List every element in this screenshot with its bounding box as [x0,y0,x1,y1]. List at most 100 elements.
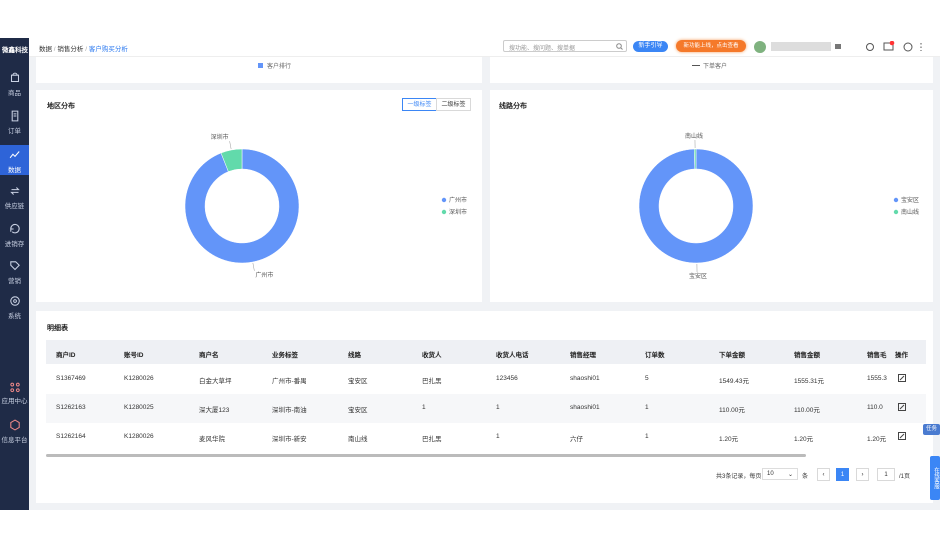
icon-shape [9,187,20,195]
search-icon [616,43,623,50]
legend-marker [258,63,263,68]
table-cell: 麦风华院 [199,436,225,443]
page-unit: 条 [802,474,809,480]
nav-item[interactable]: 营销 [0,256,29,286]
table-cell: shaoshi01 [570,404,600,411]
table-cell: 110.00元 [719,407,745,414]
column-header: 线路 [348,352,361,359]
nav-item[interactable]: 应用中心 [0,376,29,406]
edit-icon[interactable] [898,374,906,382]
row-stripe [46,394,926,423]
table-cell: 1.20元 [867,436,887,443]
crumb[interactable]: 销售分析 [57,46,84,53]
table-cell: 1555.3 [867,375,887,382]
table-cell: K1280025 [124,404,154,411]
crumb[interactable]: 数据 [39,46,52,53]
nav-item[interactable]: 数据 [0,145,29,175]
legend-label: 下单客户 [703,64,728,70]
page-button[interactable]: 1 [836,468,849,481]
edit-icon[interactable] [898,403,906,411]
icon-shape [899,375,905,381]
legend-marker [441,209,447,215]
page-size: 10 [767,471,774,477]
card: 下单客户 [490,57,933,83]
table-cell: 110.00元 [794,407,820,414]
page-size-select[interactable]: 10 ⌄ [762,468,798,480]
table-cell: S1262164 [56,433,86,440]
table-title: 明细表 [47,325,68,332]
icon-shape [9,151,20,159]
table-cell: S1262163 [56,404,86,411]
donut-slice [184,148,300,264]
news-button[interactable]: 新功能上线，点击查看 [676,40,746,52]
nav-icon [9,151,20,159]
content-area: 客户排行 下单客户 地区分布 一级标签 二级标签 广州市 深圳市 广州市 深圳市 线路… [29,57,940,510]
column-header: 订单数 [645,352,665,359]
nav-item[interactable]: 订单 [0,106,29,136]
table-cell: 1.20元 [719,436,739,443]
icon-shape [898,374,906,382]
card-title: 线路分布 [499,103,527,110]
table-card: 明细表 共3条记录，每页 10 ⌄ 条 ‹ 1 › 1 /1页 商户ID 账号ID 商… [36,311,933,503]
icon [898,432,906,440]
table-cell: 1555.31元 [794,378,824,385]
icon-shape [9,296,20,306]
service-tab[interactable]: 在线客服 [930,456,940,500]
icon-shape [9,419,20,431]
legend-marker [692,65,700,66]
icon-shape [9,223,20,234]
slice-label: 广州市 [255,271,273,279]
search-placeholder: 搜功能、搜问题、搜单据 [509,46,576,52]
table-cell: 123456 [496,375,518,382]
prev-button[interactable]: ‹ [817,468,830,481]
crumb[interactable]: 客户购买分析 [88,46,128,53]
search-box[interactable]: 搜功能、搜问题、搜单据 [503,40,627,52]
toolbar-icons[interactable] [864,41,934,53]
legend-label: 广州市 [449,196,467,204]
nav-item[interactable]: 供应链 [0,181,29,211]
legend-label: 宝安区 [901,196,919,204]
card-title: 地区分布 [47,103,75,110]
table-cell: 深圳市-新安 [272,436,307,443]
nav-item[interactable]: 信息平台 [0,415,29,445]
legend-label: 客户排行 [267,64,292,70]
goto-input[interactable]: 1 [877,468,895,481]
user-area[interactable] [753,39,863,55]
card: 客户排行 [36,57,482,83]
column-header: 收货人 [422,352,442,359]
edit-icon[interactable] [898,432,906,440]
table-cell: 1 [645,433,649,440]
task-tab[interactable]: 任务 [923,424,940,435]
scrollbar[interactable] [46,454,806,457]
next-button[interactable]: › [856,468,869,481]
guide-button[interactable]: 新手引导 [633,41,668,52]
nav-label: 订单 [8,128,21,135]
nav-icon [9,187,20,195]
legend-label: 深圳市 [449,208,467,216]
nav-item[interactable]: 进销存 [0,219,29,249]
nav-icon [9,296,20,306]
nav-item[interactable]: 系统 [0,291,29,321]
column-header: 账号ID [124,352,144,359]
nav-icon [9,419,20,431]
table-cell: 1.20元 [794,436,814,443]
legend-marker [893,197,899,203]
nav-item[interactable]: 商品 [0,68,29,98]
column-header: 商户名 [199,352,219,359]
leader-line [252,262,255,271]
sidebar: 微鑫科技 商品 订单 数据 供应链 进销存 营销 系统 应用中心 信息平台 [0,38,29,510]
nav-label: 商品 [8,90,21,97]
nav-icon [9,261,20,271]
table-cell: 深圳市-南油 [272,407,307,414]
table-cell: 110.0 [867,404,883,411]
table-cell: 宝安区 [348,407,368,414]
nav-icon [9,223,20,234]
table-cell: 宝安区 [348,378,368,385]
icon [898,374,906,382]
table-header-bg [46,340,926,364]
tab-button[interactable]: 二级标签 [436,98,471,111]
nav-label: 数据 [8,167,21,174]
nav-label: 营销 [8,278,21,285]
